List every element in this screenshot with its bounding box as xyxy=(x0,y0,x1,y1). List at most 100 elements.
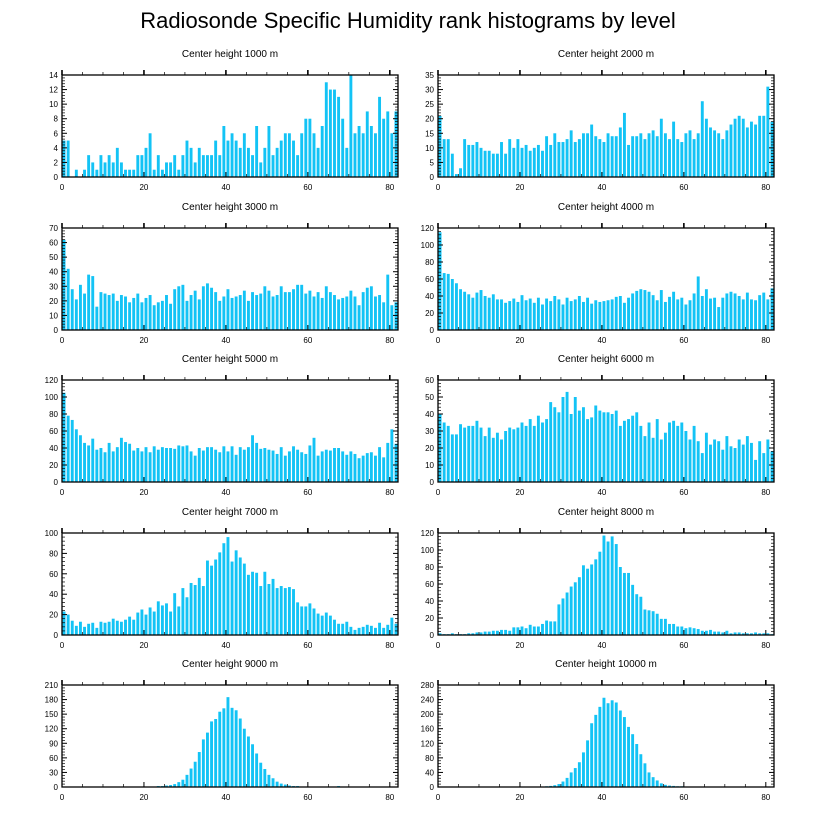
panel-7-bar-41 xyxy=(230,561,234,635)
panel-9-ytick-label: 210 xyxy=(45,681,59,690)
panel-10-bar-32 xyxy=(569,772,573,787)
panel-1-bar-6 xyxy=(87,155,91,177)
panel-6-bar-11 xyxy=(483,436,487,482)
panel-4-bar-23 xyxy=(532,302,536,330)
panel-7-bar-18 xyxy=(136,612,140,635)
panel-2-bar-64 xyxy=(700,101,704,177)
panel-1-bar-61 xyxy=(312,133,316,177)
panel-5-xtick-label: 0 xyxy=(60,488,65,497)
panel-2-bar-5 xyxy=(459,168,462,177)
panel-3-bar-57 xyxy=(296,284,300,330)
panel-8-bar-9 xyxy=(475,632,479,635)
panel-1-bar-12 xyxy=(111,162,115,177)
panel-6-bar-32 xyxy=(569,414,573,482)
panel-10-bar-33 xyxy=(573,768,577,787)
panel-2-bar-46 xyxy=(627,144,630,177)
panel-10-bar-36 xyxy=(586,740,590,787)
panel-7-title: Center height 7000 m xyxy=(182,507,278,518)
panel-7-bar-28 xyxy=(177,606,181,635)
panel-4-bar-42 xyxy=(610,299,614,330)
panel-5-ytick-label: 0 xyxy=(54,478,59,487)
panel-6-bar-49 xyxy=(639,425,643,482)
panel-1-bar-70 xyxy=(349,75,353,177)
panel-7-ytick-label: 40 xyxy=(49,590,58,599)
panel-1-bar-73 xyxy=(361,133,365,177)
panel-5-ytick-label: 80 xyxy=(49,410,58,419)
panel-4-bar-7 xyxy=(467,294,471,330)
panel-1-bar-3 xyxy=(74,169,78,177)
panel-5-bar-0 xyxy=(62,392,66,482)
panel-5-bar-72 xyxy=(357,458,361,482)
panel-6-bar-15 xyxy=(500,439,503,482)
panel-1-bar-75 xyxy=(369,126,373,177)
panel-2-bar-52 xyxy=(651,130,655,177)
panel-8-bar-25 xyxy=(541,623,544,635)
panel-7-bar-8 xyxy=(95,627,99,635)
panel-6-bar-31 xyxy=(565,391,569,482)
panel-2-bar-32 xyxy=(569,130,573,177)
panel-8-bar-67 xyxy=(713,631,717,635)
panel-5-bar-77 xyxy=(378,447,382,482)
panel-3-xtick-label: 20 xyxy=(139,336,148,345)
panel-5-bar-61 xyxy=(312,437,316,482)
panel-7-bar-23 xyxy=(156,601,160,635)
panel-2-bar-19 xyxy=(516,139,520,177)
panel-5-xtick-label: 60 xyxy=(303,488,312,497)
panel-7-bar-2 xyxy=(70,620,74,635)
panel-1-bar-56 xyxy=(292,140,295,177)
panel-1-bar-30 xyxy=(185,140,189,177)
panel-8-bar-19 xyxy=(516,627,520,635)
panel-2-bar-54 xyxy=(659,118,663,177)
panel-4-bar-27 xyxy=(549,301,553,330)
panel-4-ytick-label: 60 xyxy=(425,275,434,284)
panel-1-xtick-label: 0 xyxy=(60,183,65,192)
panel-5-xtick-label: 20 xyxy=(139,488,148,497)
panel-1-bar-17 xyxy=(132,169,136,177)
panel-9-ytick-label: 30 xyxy=(49,768,58,777)
panel-9-bar-26 xyxy=(169,785,173,787)
panel-7-bar-56 xyxy=(292,589,295,635)
panel-7-bar-76 xyxy=(374,627,377,635)
panel-3-bar-8 xyxy=(95,306,99,330)
panel-2-bar-55 xyxy=(663,133,667,177)
panel-7-bar-39 xyxy=(222,543,226,635)
panel-5-bar-6 xyxy=(87,445,91,482)
panel-2-bar-50 xyxy=(643,139,647,177)
panel-6-bar-35 xyxy=(582,407,585,482)
panel-1-bar-21 xyxy=(148,133,152,177)
panel-7-bar-60 xyxy=(308,603,312,635)
panel-1-title: Center height 1000 m xyxy=(182,49,278,60)
panel-7-bar-3 xyxy=(74,625,78,635)
panel-3-bar-40 xyxy=(226,289,230,330)
panel-7-bar-44 xyxy=(242,563,246,635)
panel-5-bar-51 xyxy=(271,450,275,482)
panel-4-bar-75 xyxy=(745,292,749,330)
panel-3-ytick-label: 50 xyxy=(49,253,58,262)
panel-3-ytick-label: 70 xyxy=(49,224,58,233)
panel-3-bar-5 xyxy=(83,293,86,330)
panel-8-bar-29 xyxy=(557,604,561,635)
panel-7-bar-55 xyxy=(287,587,291,635)
panel-6-bar-70 xyxy=(725,436,729,482)
panel-9-bar-29 xyxy=(181,779,185,787)
panel-3-ytick-label: 0 xyxy=(54,326,59,335)
panel-6-bar-33 xyxy=(573,397,577,482)
panel-5-bar-9 xyxy=(99,448,103,482)
panel-6-ytick-label: 20 xyxy=(425,444,434,453)
panel-4-bar-28 xyxy=(553,296,557,330)
panel-9-bar-31 xyxy=(189,768,193,787)
panel-6-bar-22 xyxy=(528,419,532,482)
panel-4-bar-76 xyxy=(750,299,753,330)
panel-1-bar-38 xyxy=(218,155,222,177)
panel-6-bar-45 xyxy=(622,420,626,482)
panel-3-bar-66 xyxy=(333,295,336,330)
panel-7-bar-9 xyxy=(99,621,103,635)
panel-6-bar-40 xyxy=(602,412,606,482)
panel-2-bar-27 xyxy=(549,144,553,177)
panel-2-bar-40 xyxy=(602,142,606,177)
page-title: Radiosonde Specific Humidity rank histog… xyxy=(140,8,676,33)
panel-10-bar-40 xyxy=(602,697,606,787)
panel-4-bar-51 xyxy=(647,291,651,330)
panel-6-bar-12 xyxy=(487,427,491,482)
panel-5-bar-12 xyxy=(111,451,115,482)
